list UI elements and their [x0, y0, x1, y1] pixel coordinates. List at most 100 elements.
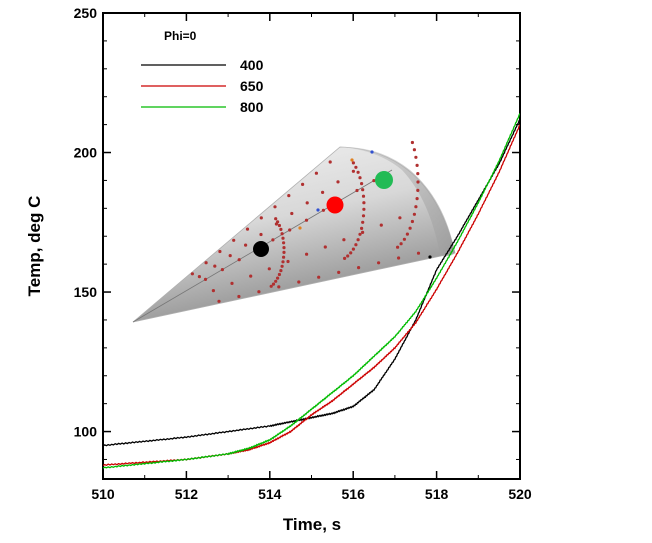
- cone-dot: [217, 299, 221, 303]
- cone-dot: [245, 227, 250, 231]
- cone-base: [340, 146, 455, 257]
- cone-dot: [274, 279, 278, 283]
- cone-dot: [218, 249, 222, 254]
- legend-title: Phi=0: [164, 29, 197, 43]
- cone-dot: [361, 230, 365, 234]
- cone-dot: [416, 172, 420, 176]
- x-tick-label: 516: [342, 486, 366, 502]
- y-tick-label: 200: [74, 145, 98, 161]
- cone-dot: [297, 280, 301, 284]
- marker-green: [375, 171, 393, 189]
- cone-dot: [415, 197, 419, 201]
- cone-dot: [301, 182, 305, 186]
- cone-dot: [414, 155, 418, 159]
- cone-dot: [361, 220, 365, 224]
- cone-dot: [397, 256, 401, 260]
- cone-dot: [362, 207, 366, 211]
- cone-dot: [271, 282, 276, 286]
- marker-red: [326, 196, 344, 214]
- cone-dot: [280, 264, 284, 268]
- cone-inset-illustration: [132, 140, 456, 323]
- legend-label: 650: [240, 78, 264, 94]
- cone-dot: [274, 217, 278, 221]
- cone-dot: [220, 268, 224, 272]
- cone-dot: [277, 285, 281, 289]
- legend-label: 400: [240, 57, 264, 73]
- y-axis-ticks: 100 150 200 250: [74, 5, 520, 460]
- cone-dot: [279, 227, 283, 231]
- cone-dot: [360, 226, 364, 230]
- cone-dot: [402, 237, 406, 241]
- cone-dot: [356, 238, 360, 242]
- cone-dot: [343, 256, 347, 260]
- cone-dot: [280, 232, 284, 236]
- cone-dot: [323, 245, 327, 249]
- cone-dot: [305, 252, 309, 256]
- cone-dot: [405, 232, 409, 236]
- cone-dot: [277, 272, 281, 277]
- legend-label: 800: [240, 99, 264, 115]
- y-tick-label: 250: [74, 5, 98, 21]
- cone-dot: [396, 245, 400, 249]
- cone-dot: [288, 228, 292, 232]
- cone-dot: [287, 194, 291, 198]
- cone-dot: [276, 220, 280, 224]
- cone-dot: [298, 226, 302, 230]
- cone-dot: [361, 188, 365, 192]
- cone-dot: [337, 270, 341, 274]
- x-axis-ticks: 510 512 514 516 518 520: [91, 13, 532, 502]
- cone-dot: [412, 148, 416, 152]
- cone-dot: [276, 276, 280, 280]
- cone-dot: [237, 294, 241, 299]
- cone-dot: [259, 232, 263, 237]
- cone-dot: [204, 261, 208, 265]
- cone-dot: [355, 188, 359, 193]
- cone-dot: [267, 267, 271, 271]
- cone-dot: [379, 223, 383, 227]
- cone-dot: [304, 218, 309, 222]
- cone-dot: [351, 247, 355, 251]
- x-tick-label: 512: [175, 486, 199, 502]
- cone-dot: [336, 180, 340, 184]
- cone-dot: [190, 272, 194, 276]
- cone-dot: [321, 208, 325, 212]
- cone-dot: [282, 255, 286, 259]
- cone-dot: [351, 169, 355, 173]
- cone-dot: [213, 264, 217, 268]
- cone-dot: [350, 158, 354, 162]
- y-axis-label: Temp, deg C: [25, 196, 44, 297]
- cone-dot: [269, 284, 273, 288]
- cone-dot: [360, 182, 364, 186]
- cone-dot: [372, 179, 376, 183]
- cone-dot: [361, 194, 366, 198]
- cone-dot: [314, 171, 318, 175]
- x-tick-label: 514: [258, 486, 282, 502]
- cone-dot: [273, 205, 277, 209]
- cone-dot: [354, 243, 358, 247]
- cone-dot: [349, 251, 353, 255]
- cone-dot: [416, 251, 421, 255]
- cone-dot: [346, 254, 350, 258]
- cone-dot: [316, 208, 320, 212]
- cone-dot: [290, 211, 294, 216]
- cone-dot: [398, 216, 402, 220]
- cone-dot: [237, 258, 241, 262]
- cone-dot: [370, 150, 374, 154]
- cone-dot: [282, 246, 286, 250]
- cone-dot: [408, 226, 412, 230]
- cone-dot: [230, 281, 234, 285]
- marker-black: [253, 241, 269, 257]
- cone-dot: [321, 190, 325, 194]
- cone-dot: [279, 269, 283, 273]
- cone-dot: [197, 275, 201, 279]
- cone-dot: [259, 216, 263, 220]
- x-tick-label: 518: [425, 486, 449, 502]
- cone-dot: [362, 201, 366, 205]
- cone-dot: [342, 238, 346, 242]
- cone-dot: [277, 223, 281, 228]
- series-line-800: [103, 113, 520, 469]
- cone-dot: [305, 201, 309, 205]
- cone-dot: [317, 275, 321, 279]
- series-lines: [103, 113, 520, 469]
- cone-dot: [412, 212, 416, 216]
